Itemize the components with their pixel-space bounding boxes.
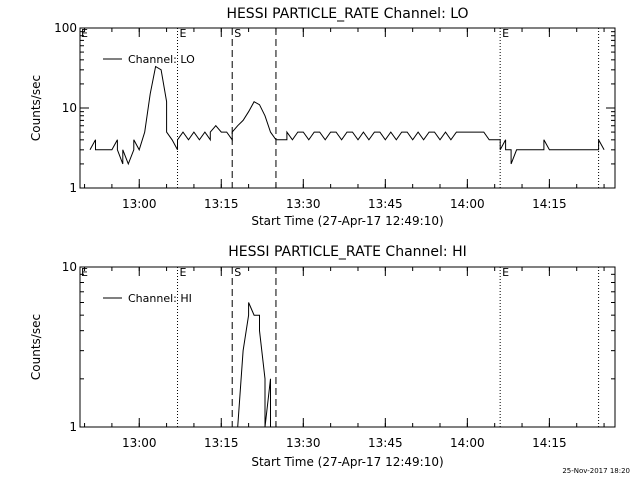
- panel-2-x-tick-label: 14:00: [450, 436, 485, 450]
- panel-1-y-axis-label: Counts/sec: [29, 75, 43, 141]
- panel-1-legend-label: Channel: LO: [128, 53, 195, 66]
- panel-1-x-tick-label: 14:00: [450, 197, 485, 211]
- panel-2-chart-title: HESSI PARTICLE_RATE Channel: HI: [228, 244, 466, 260]
- panel-2-x-tick-label: 13:30: [286, 436, 321, 450]
- panel-1-plot-frame: [79, 27, 616, 189]
- panel-2-x-axis-label: Start Time (27-Apr-17 12:49:10): [251, 455, 443, 469]
- panel-1-chart-title: HESSI PARTICLE_RATE Channel: LO: [226, 6, 468, 22]
- panel-1-marker-label: E: [502, 27, 509, 40]
- panel-2-y-tick-label: 1: [69, 420, 77, 434]
- panel-1-y-tick-label: 100: [54, 21, 77, 35]
- panel-2-y-tick-label: 10: [62, 260, 77, 274]
- panel-2-x-tick-label: 13:15: [204, 436, 239, 450]
- panel-1-x-tick-label: 14:15: [532, 197, 567, 211]
- panel-2-x-tick-label: 14:15: [532, 436, 567, 450]
- panel-2-marker-label: S: [234, 266, 241, 279]
- panel-1-x-axis-label: Start Time (27-Apr-17 12:49:10): [251, 214, 443, 228]
- panel-1-marker-label: S: [234, 27, 241, 40]
- generation-timestamp: 25-Nov-2017 18:20: [562, 467, 630, 475]
- panel-2-x-tick-label: 13:00: [122, 436, 157, 450]
- panel-1-y-tick-label: 1: [69, 181, 77, 195]
- panel-2-edge-marker-label: E: [81, 266, 88, 279]
- panel-2-series-line: [237, 302, 271, 428]
- panel-1-marker-label: E: [180, 27, 187, 40]
- panel-2-y-axis-label: Counts/sec: [29, 314, 43, 380]
- panel-1-x-tick-label: 13:45: [368, 197, 403, 211]
- panel-2-x-tick-label: 13:45: [368, 436, 403, 450]
- panel-2-marker-label: E: [180, 266, 187, 279]
- panel-1-edge-marker-label: E: [81, 27, 88, 40]
- panel-1-x-tick-label: 13:30: [286, 197, 321, 211]
- panel-1-x-tick-label: 13:15: [204, 197, 239, 211]
- panel-1-y-tick-label: 10: [62, 101, 77, 115]
- panel-2-marker-label: E: [502, 266, 509, 279]
- panel-2-plot-frame: [79, 266, 616, 428]
- panel-2-legend-label: Channel: HI: [128, 292, 192, 305]
- panel-1-x-tick-label: 13:00: [122, 197, 157, 211]
- panel-1-series-line: [89, 65, 605, 166]
